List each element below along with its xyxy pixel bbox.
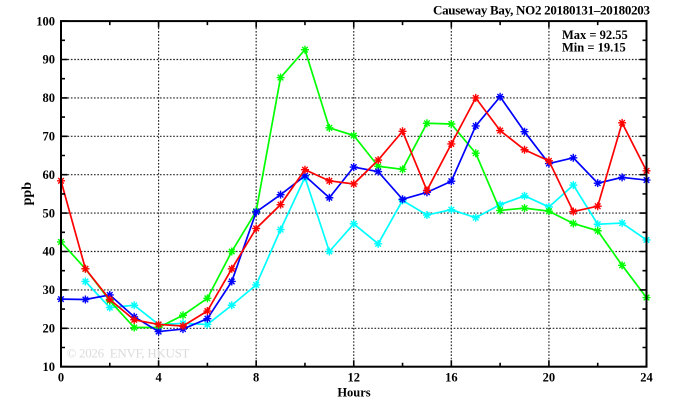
svg-text:30: 30: [43, 283, 56, 297]
svg-text:90: 90: [43, 53, 56, 67]
svg-text:70: 70: [43, 130, 56, 144]
svg-text:100: 100: [36, 14, 55, 28]
svg-text:Max = 92.55: Max = 92.55: [562, 28, 628, 42]
svg-text:ppb: ppb: [20, 182, 35, 206]
svg-text:24: 24: [640, 371, 653, 385]
svg-text:20: 20: [543, 371, 556, 385]
svg-text:60: 60: [43, 168, 56, 182]
svg-text:Hours: Hours: [337, 386, 370, 400]
svg-text:0: 0: [58, 371, 64, 385]
svg-text:8: 8: [253, 371, 259, 385]
svg-text:10: 10: [43, 360, 56, 374]
svg-text:16: 16: [445, 371, 458, 385]
svg-text:12: 12: [348, 371, 361, 385]
svg-text:4: 4: [155, 371, 162, 385]
svg-text:20: 20: [43, 322, 56, 336]
svg-text:Causeway Bay, NO2 20180131–201: Causeway Bay, NO2 20180131–20180203: [433, 3, 651, 18]
svg-text:Min = 19.15: Min = 19.15: [562, 40, 626, 54]
svg-text:50: 50: [43, 206, 56, 220]
svg-text:40: 40: [43, 245, 56, 259]
svg-text:80: 80: [43, 91, 56, 105]
svg-text:© 2026 ENVF, HKUST: © 2026 ENVF, HKUST: [67, 345, 190, 360]
